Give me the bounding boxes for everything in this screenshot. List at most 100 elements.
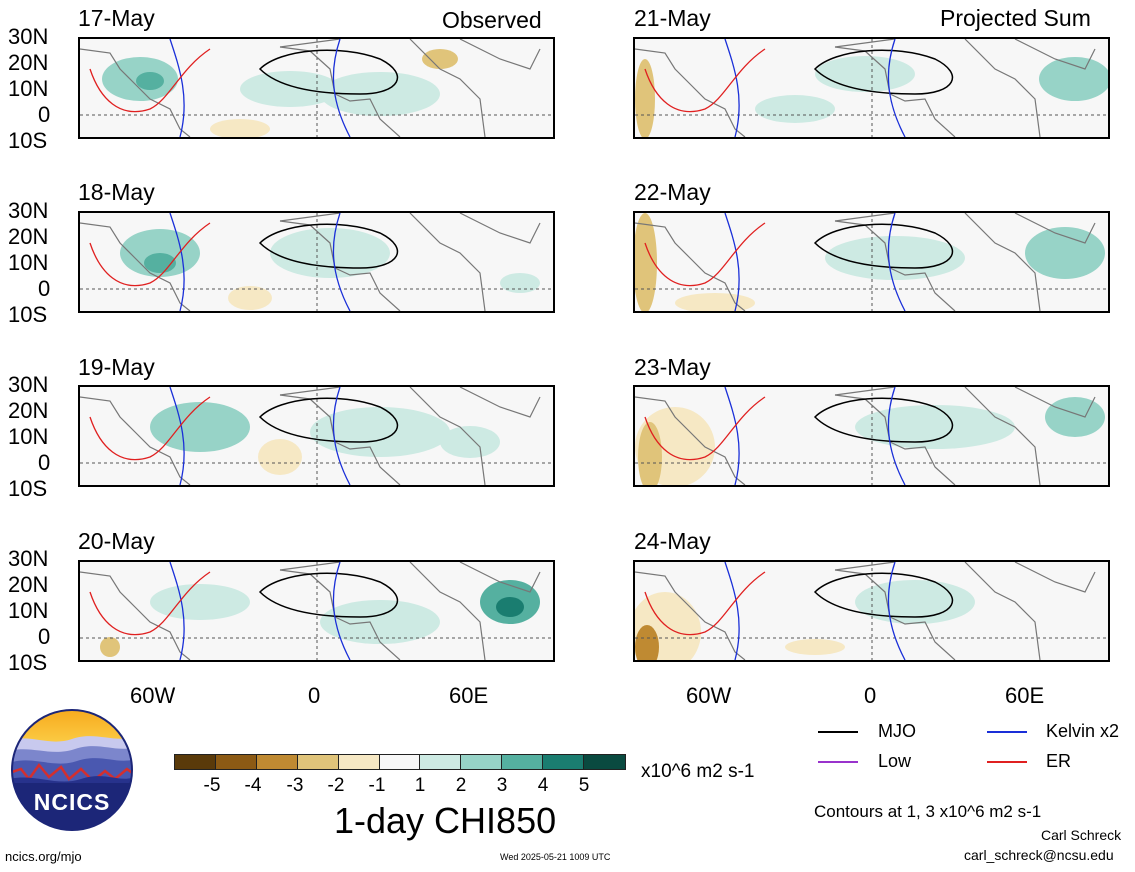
er-contour <box>89 48 211 113</box>
colorbar-tick-label: -2 <box>327 775 345 796</box>
coastline <box>834 569 956 660</box>
colorbar-tick-label: 1 <box>414 775 426 796</box>
colorbar-swatch <box>380 754 420 770</box>
anomaly-shading <box>310 407 450 457</box>
colorbar-tick-label: -5 <box>203 775 221 796</box>
map-canvas <box>80 387 553 485</box>
coastline <box>80 48 191 137</box>
anomaly-shading <box>635 59 655 137</box>
anomaly-shading <box>638 422 662 485</box>
colorbar-units: x10^6 m2 s-1 <box>641 761 755 782</box>
colorbar-tick-label: -3 <box>286 775 304 796</box>
anomaly-shading <box>496 597 524 617</box>
legend-label-er: ER <box>1046 751 1072 771</box>
er-contour <box>644 571 766 636</box>
anomaly-shading <box>440 426 500 458</box>
coastline <box>834 46 956 137</box>
anomaly-shading <box>320 600 440 644</box>
coastline <box>1014 213 1096 244</box>
coastline <box>279 46 401 137</box>
lon-label: 60E <box>449 683 489 708</box>
coastline <box>834 220 956 311</box>
anomaly-shading <box>815 56 915 92</box>
contours-note: Contours at 1, 3 x10^6 m2 s-1 <box>814 802 1042 821</box>
mjo-contour <box>813 572 954 618</box>
coastline <box>459 387 541 418</box>
kelvin-contour <box>169 387 351 485</box>
lat-label: 0 <box>38 450 51 475</box>
map-panel-2 <box>78 211 555 313</box>
legend-line-low <box>818 761 858 763</box>
anomaly-shading <box>270 228 390 278</box>
mjo-contour <box>813 49 954 95</box>
lon-label: 0 <box>308 683 321 708</box>
logo-text: NCICS <box>34 789 111 815</box>
anomaly-shading <box>210 119 270 137</box>
colorbar-tick-label: -4 <box>244 775 262 796</box>
colorbar-tick-label: 2 <box>455 775 467 796</box>
coastline <box>279 394 401 485</box>
map-panel-5 <box>633 37 1110 139</box>
colorbar-swatch <box>216 754 257 770</box>
map-canvas <box>80 213 553 311</box>
map-canvas <box>80 39 553 137</box>
coastline <box>1014 39 1096 70</box>
coastline <box>635 396 746 485</box>
colorbar-swatch <box>174 754 216 770</box>
anomaly-shading <box>855 580 975 624</box>
author-email: carl_schreck@ncsu.edu <box>964 847 1114 863</box>
kelvin-contour <box>724 562 906 660</box>
coastline <box>279 39 486 137</box>
er-contour <box>89 571 211 636</box>
lat-label: 10S <box>8 476 48 501</box>
kelvin-contour <box>169 39 351 137</box>
map-canvas <box>635 562 1108 660</box>
anomaly-shading <box>150 584 250 620</box>
anomaly-shading <box>635 213 657 311</box>
lat-label: 10N <box>8 598 49 623</box>
anomaly-shading <box>150 402 250 452</box>
coastline <box>834 562 1041 660</box>
panel-date-4: 20-May <box>78 528 155 554</box>
lat-label: 30N <box>8 198 49 223</box>
panel-date-1: 17-May <box>78 5 155 31</box>
lat-label: 10N <box>8 250 49 275</box>
panel-heading-projected: Projected Sum <box>940 5 1091 31</box>
anomaly-shading <box>855 405 1015 449</box>
lat-label: 20N <box>8 224 49 249</box>
lat-label: 0 <box>38 276 51 301</box>
panel-date-2: 18-May <box>78 179 155 205</box>
panel-date-5: 21-May <box>634 5 711 31</box>
legend-label-low: Low <box>878 751 912 771</box>
er-contour <box>644 396 766 461</box>
kelvin-contour <box>169 562 351 660</box>
coastline <box>1014 562 1096 593</box>
map-panel-3 <box>78 385 555 487</box>
coastline <box>834 213 1041 311</box>
colorbar-swatch <box>543 754 584 770</box>
map-canvas <box>80 562 553 660</box>
lat-label: 30N <box>8 24 49 49</box>
coastline <box>279 562 486 660</box>
anomaly-shading <box>1045 397 1105 437</box>
colorbar-swatch <box>584 754 626 770</box>
coastline <box>279 220 401 311</box>
timestamp: Wed 2025-05-21 1009 UTC <box>500 852 611 862</box>
er-contour <box>89 396 211 461</box>
lat-label: 0 <box>38 624 51 649</box>
panel-heading-observed: Observed <box>442 7 542 33</box>
coastline <box>279 387 486 485</box>
anomaly-shading <box>1039 57 1108 101</box>
anomaly-shading <box>240 71 340 107</box>
lat-label: 10N <box>8 424 49 449</box>
coastline <box>459 562 541 593</box>
lat-label: 0 <box>38 102 51 127</box>
lat-label: 30N <box>8 372 49 397</box>
coastline <box>635 222 746 311</box>
ncics-logo: NCICS <box>9 707 135 833</box>
chart-title: 1-day CHI850 <box>334 800 557 841</box>
kelvin-contour <box>169 213 351 311</box>
author-name: Carl Schreck <box>1041 827 1122 843</box>
anomaly-shading <box>320 72 440 116</box>
er-contour <box>644 222 766 287</box>
